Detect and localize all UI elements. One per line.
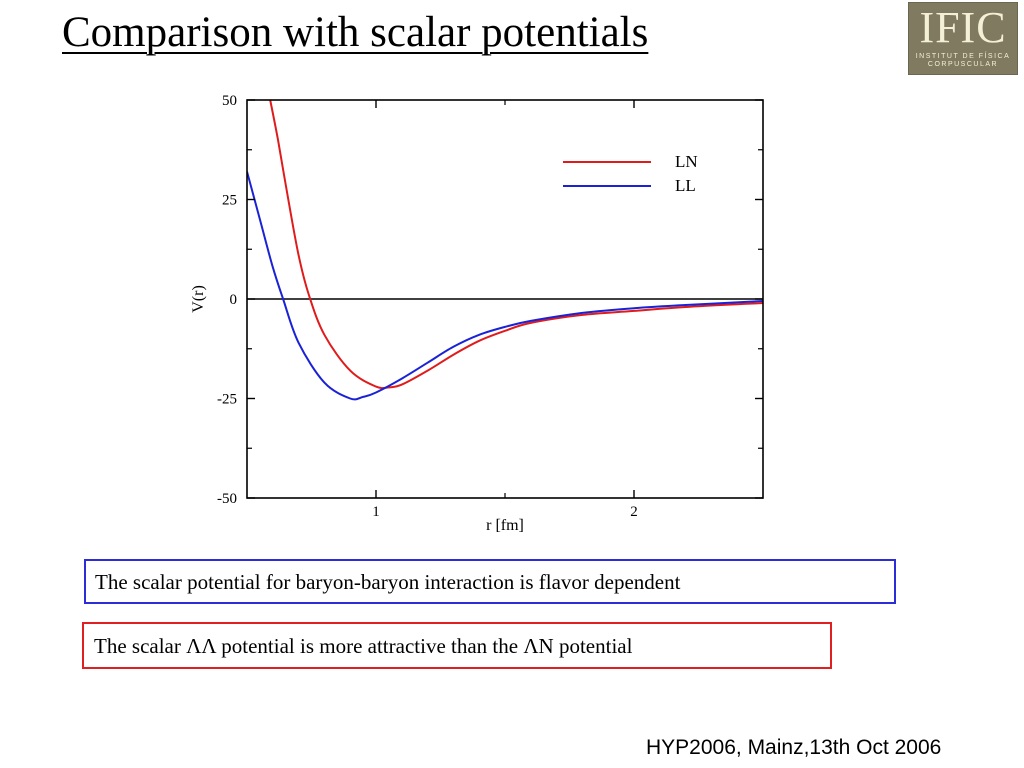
x-tick-label: 2 xyxy=(630,504,638,520)
legend-label-ll: LL xyxy=(675,176,696,195)
logo-subtitle-1: INSTITUT DE FÍSICA xyxy=(915,53,1011,60)
ific-logo: IFIC INSTITUT DE FÍSICA CORPUSCULAR xyxy=(908,2,1018,75)
flavor-dependence-statement: The scalar potential for baryon-baryon i… xyxy=(84,559,896,604)
logo-subtitle-2: CORPUSCULAR xyxy=(927,61,999,68)
y-tick-label: -25 xyxy=(217,392,237,408)
slide-title: Comparison with scalar potentials xyxy=(62,9,649,56)
y-tick-label: -50 xyxy=(217,491,237,507)
logo-wordmark: IFIC xyxy=(919,3,1007,52)
legend-label-ln: LN xyxy=(675,152,698,171)
y-axis-label: V(r) xyxy=(190,285,207,313)
attraction-statement: The scalar ΛΛ potential is more attracti… xyxy=(82,622,832,669)
series-line-ll xyxy=(247,171,763,401)
potential-chart: 50 25 0 -25 -50 1 2 r [fm] V(r) LN LL xyxy=(190,93,764,534)
y-tick-label: 50 xyxy=(222,93,237,109)
y-tick-label: 0 xyxy=(230,292,238,308)
x-tick-label: 1 xyxy=(372,504,380,520)
conference-footer: HYP2006, Mainz,13th Oct 2006 xyxy=(646,736,942,759)
x-axis-label: r [fm] xyxy=(486,517,524,534)
series-line-ln xyxy=(269,100,763,390)
y-tick-label: 25 xyxy=(222,193,237,209)
